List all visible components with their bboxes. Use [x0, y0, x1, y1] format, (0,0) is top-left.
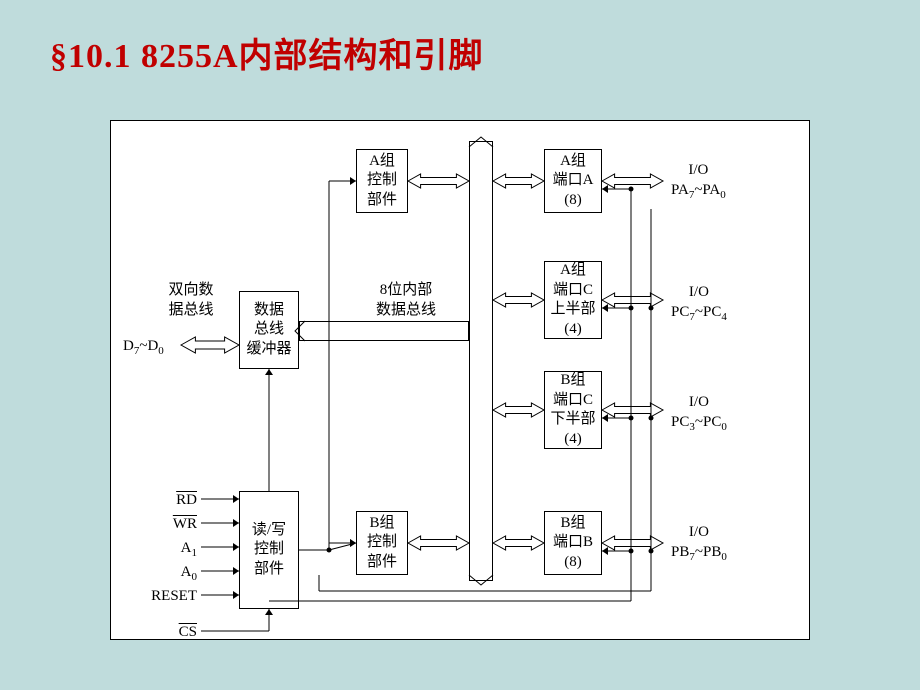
connections — [111, 121, 811, 641]
diagram-canvas: 数据总线缓冲器 读/写控制部件 A组控制部件 B组控制部件 A组端口A(8) A… — [110, 120, 810, 640]
page-title: §10.1 8255A内部结构和引脚 — [50, 28, 484, 77]
